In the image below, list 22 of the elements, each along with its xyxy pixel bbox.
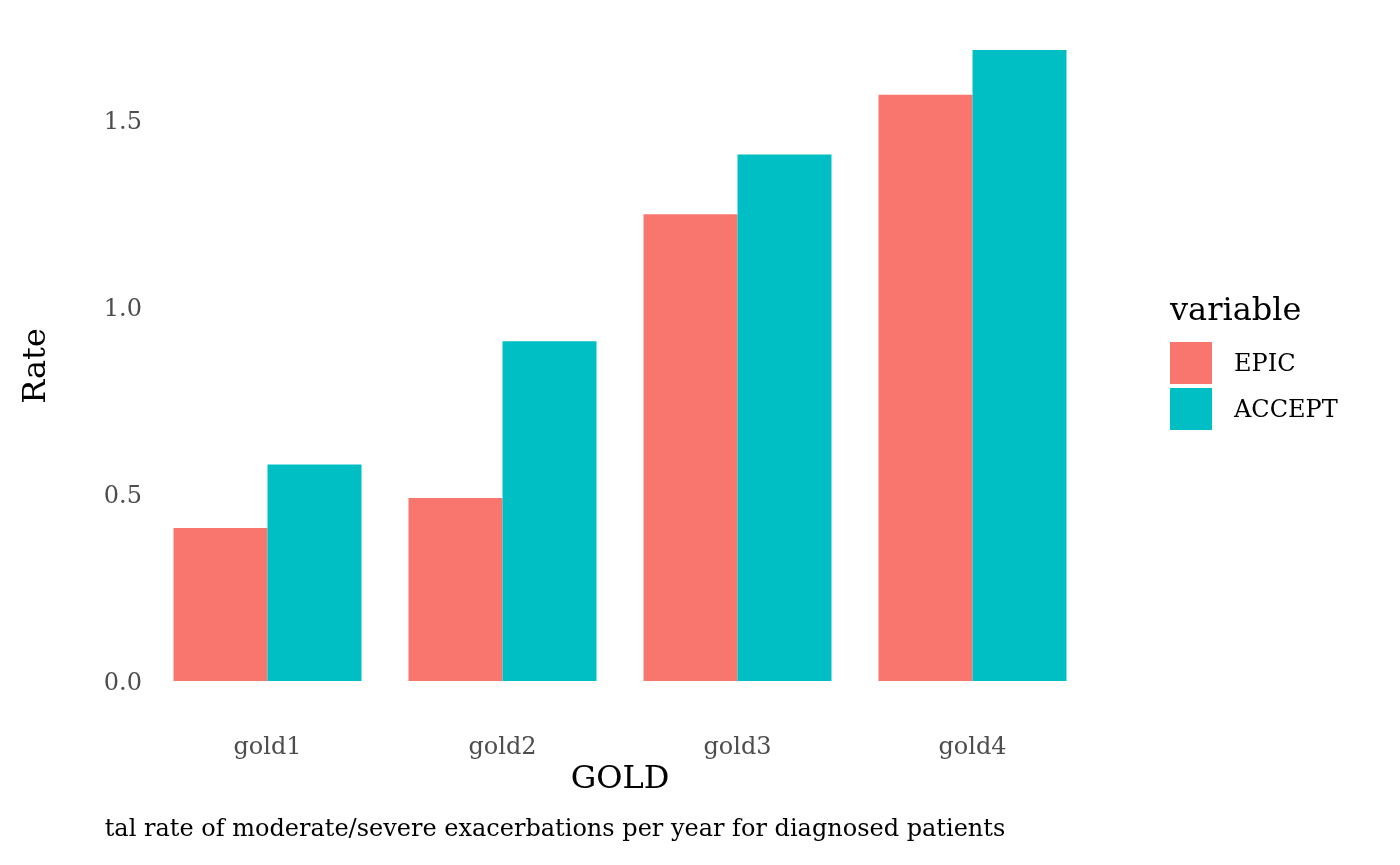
legend-label: EPIC	[1234, 349, 1296, 377]
bar	[878, 94, 973, 681]
y-tick-label: 1.0	[103, 294, 142, 323]
y-tick-label: 0.0	[103, 667, 142, 696]
x-tick-label: gold3	[703, 732, 772, 761]
legend-label: ACCEPT	[1234, 395, 1338, 423]
text: tal rate of moderate/severe exacerbations per year for diagnosed patients	[103, 814, 1007, 842]
bar	[267, 464, 362, 681]
legend-title: variable	[1170, 290, 1303, 328]
bar	[972, 50, 1067, 681]
bar	[643, 214, 738, 681]
bar	[173, 527, 268, 681]
y-tick-label: 0.5	[103, 480, 142, 509]
x-axis-title: GOLD	[570, 758, 670, 796]
x-tick-label: gold1	[233, 732, 302, 761]
x-tick-label: gold2	[468, 732, 537, 761]
bar	[408, 498, 503, 681]
x-tick-label: gold4	[938, 732, 1007, 761]
y-tick-label: 1.5	[103, 107, 142, 136]
bar	[502, 341, 597, 681]
y-axis-title: Rate	[15, 328, 53, 404]
bar	[737, 154, 832, 681]
